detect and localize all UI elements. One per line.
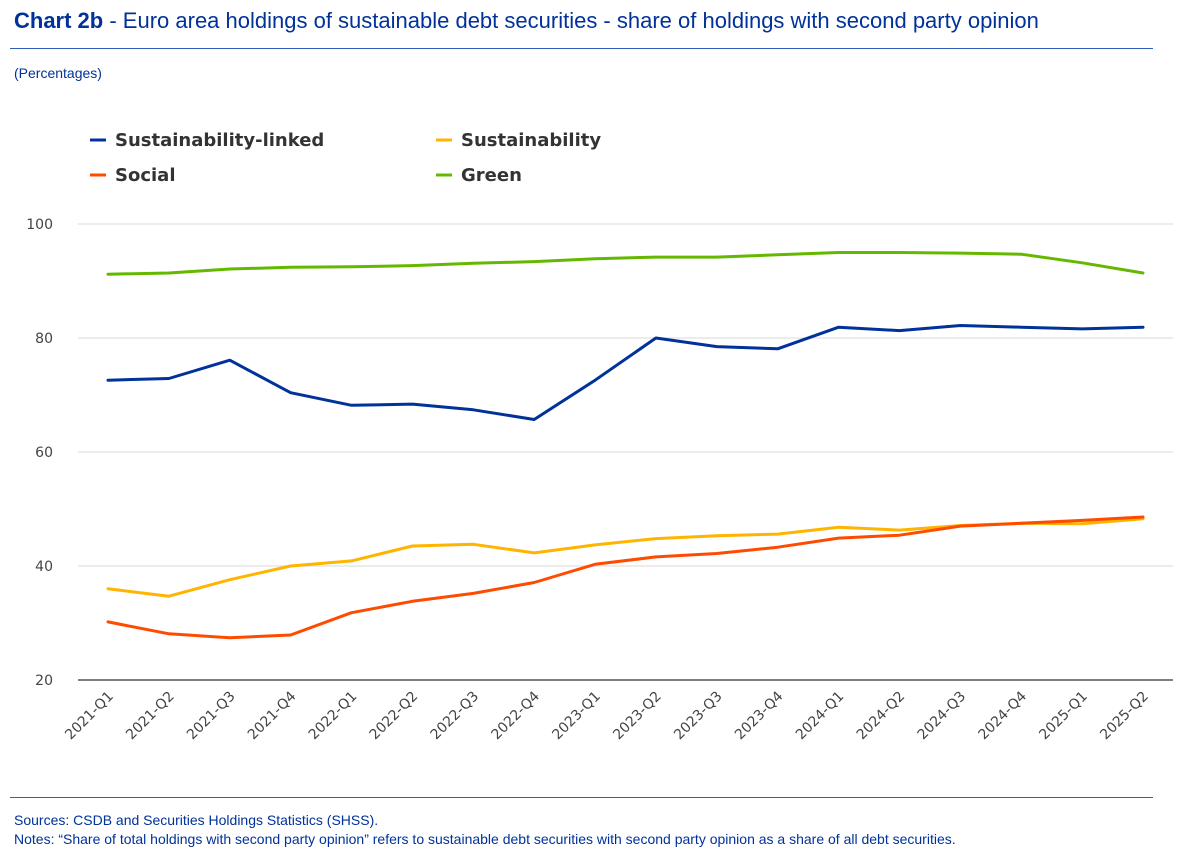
y-tick-label: 60 <box>35 445 53 461</box>
x-tick-label: 2022-Q1 <box>306 689 361 744</box>
legend: Sustainability-linked Sustainability Socia… <box>90 130 601 186</box>
legend-item: Social <box>90 165 176 186</box>
x-axis-ticks: 2021-Q1 2021-Q2 2021-Q3 2021-Q4 2022-Q1 2022-… <box>62 688 1152 743</box>
chart-number: Chart 2b <box>14 8 104 33</box>
x-tick-label: 2021-Q3 <box>184 689 239 744</box>
x-tick-label: 2024-Q3 <box>915 689 970 744</box>
x-tick-label: 2025-Q1 <box>1036 689 1091 744</box>
x-tick-label: 2024-Q4 <box>976 688 1031 743</box>
sources-note: Sources: CSDB and Securities Holdings St… <box>14 812 379 828</box>
x-tick-label: 2021-Q4 <box>245 688 300 743</box>
series-line-green <box>106 251 1145 276</box>
series-line-sustainability <box>106 517 1145 598</box>
y-tick-label: 40 <box>35 559 53 575</box>
legend-label: Social <box>115 165 176 186</box>
x-tick-label: 2021-Q2 <box>123 689 178 744</box>
x-tick-label: 2023-Q1 <box>549 689 604 744</box>
x-tick-label: 2025-Q2 <box>1097 689 1152 744</box>
legend-item: Sustainability <box>436 130 601 151</box>
series-line-social <box>106 515 1145 640</box>
x-tick-label: 2022-Q4 <box>488 688 543 743</box>
legend-item: Green <box>436 165 522 186</box>
notes-text: Notes: “Share of total holdings with sec… <box>14 831 956 847</box>
x-tick-label: 2024-Q1 <box>793 689 848 744</box>
x-tick-label: 2022-Q3 <box>428 689 483 744</box>
x-tick-label: 2021-Q1 <box>62 689 117 744</box>
legend-label: Green <box>461 165 522 186</box>
x-tick-label: 2023-Q2 <box>610 689 665 744</box>
y-axis-ticks: 20 40 60 80 100 <box>26 217 53 689</box>
chart-title-text: - Euro area holdings of sustainable debt… <box>103 8 1039 33</box>
y-tick-label: 20 <box>35 673 53 689</box>
footer-divider <box>10 797 1153 798</box>
chart-units: (Percentages) <box>14 65 102 81</box>
legend-label: Sustainability-linked <box>115 130 324 151</box>
legend-item: Sustainability-linked <box>90 130 324 151</box>
x-tick-label: 2022-Q2 <box>367 689 422 744</box>
legend-label: Sustainability <box>461 130 601 151</box>
series-line-sustainability-linked <box>106 324 1145 421</box>
x-tick-label: 2023-Q4 <box>732 688 787 743</box>
series-lines <box>106 251 1145 640</box>
x-tick-label: 2023-Q3 <box>671 689 726 744</box>
y-tick-label: 100 <box>26 217 53 233</box>
chart-title: Chart 2b - Euro area holdings of sustain… <box>14 8 1039 34</box>
y-tick-label: 80 <box>35 331 53 347</box>
x-tick-label: 2024-Q2 <box>854 689 909 744</box>
title-divider <box>10 48 1153 49</box>
gridlines <box>78 223 1173 681</box>
